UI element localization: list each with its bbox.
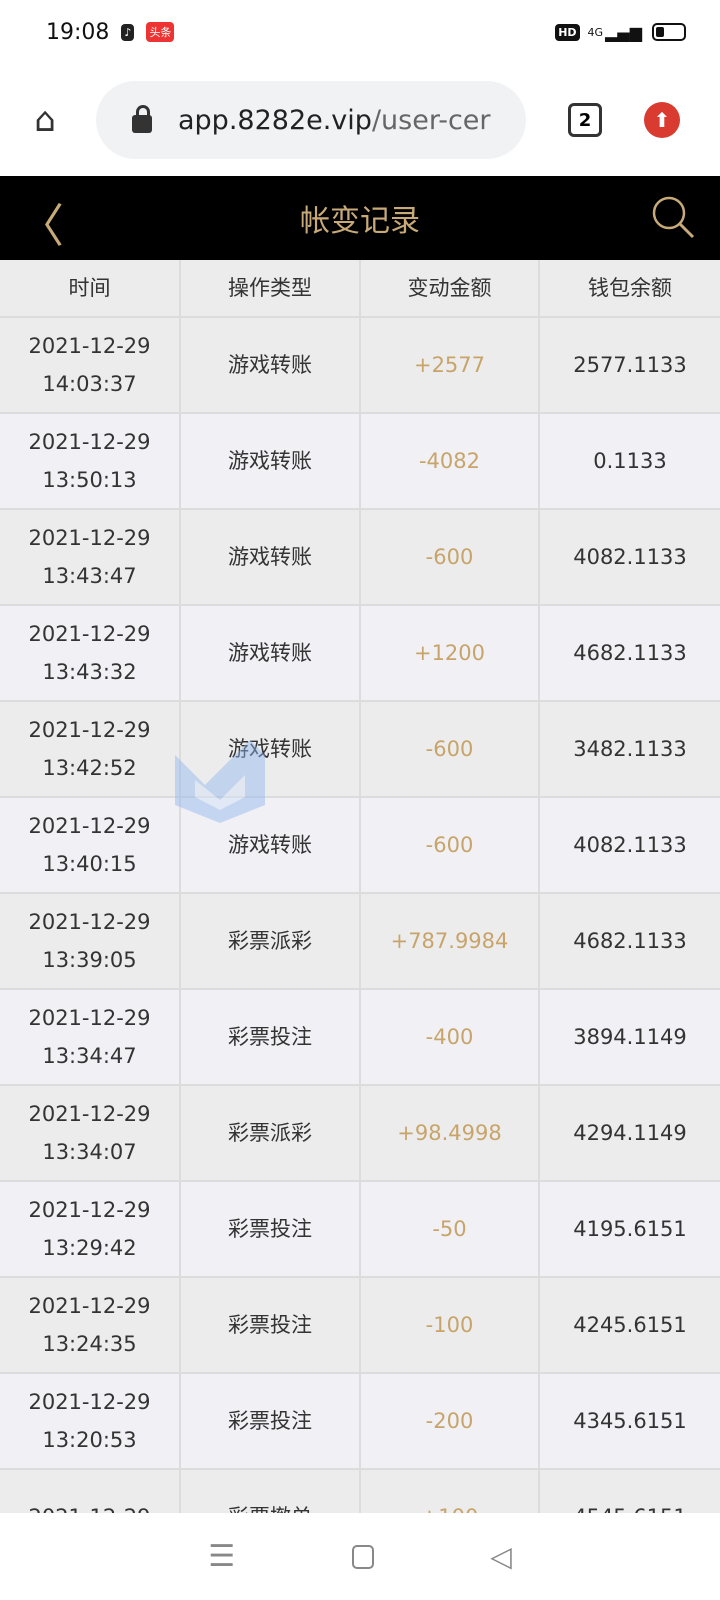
cell-change: +787.9984: [361, 894, 540, 988]
cell-change: +98.4998: [361, 1086, 540, 1180]
cell-change: -600: [361, 510, 540, 604]
cell-change: -100: [361, 1278, 540, 1372]
table-row[interactable]: 2021-12-29 13:50:13 游戏转账 -4082 0.1133: [0, 414, 720, 510]
cell-type: 彩票投注: [181, 1374, 361, 1468]
tab-count-button[interactable]: 2: [568, 103, 602, 137]
table-row[interactable]: 2021-12-29 彩票撤单 +100 4545.6151: [0, 1470, 720, 1513]
home-button-icon[interactable]: [351, 1544, 374, 1569]
cell-balance: 3894.1149: [573, 1025, 687, 1049]
table-row[interactable]: 2021-12-29 13:24:35 彩票投注 -100 4245.6151: [0, 1278, 720, 1374]
cell-change: -4082: [361, 414, 540, 508]
cell-change: +100: [361, 1470, 540, 1513]
cell-type: 游戏转账: [181, 798, 361, 892]
cell-change: +1200: [361, 606, 540, 700]
cell-change: -400: [361, 990, 540, 1084]
url-host: app.8282e.vip: [178, 104, 372, 136]
cell-balance: 4682.1133: [573, 641, 687, 665]
hd-icon: HD: [555, 23, 580, 41]
cell-type: 彩票派彩: [181, 1086, 361, 1180]
douyin-icon: ♪: [121, 23, 135, 41]
cell-type: 彩票派彩: [181, 894, 361, 988]
toutiao-icon: 头条: [146, 22, 175, 42]
column-header: 时间: [0, 260, 181, 316]
signal-icon: ▂▄▆: [605, 22, 642, 42]
table-row[interactable]: 2021-12-29 13:42:52 游戏转账 -600 3482.1133: [0, 702, 720, 798]
cell-type: 游戏转账: [181, 510, 361, 604]
cell-type: 彩票投注: [181, 990, 361, 1084]
back-icon[interactable]: 〈: [18, 199, 64, 253]
cell-balance: 4345.6151: [573, 1409, 687, 1433]
cell-time: 2021-12-29 14:03:37: [0, 318, 181, 412]
cell-type: 彩票撤单: [181, 1470, 361, 1513]
table-row[interactable]: 2021-12-29 13:34:47 彩票投注 -400 3894.1149: [0, 990, 720, 1086]
url-path: /user-cer: [371, 104, 491, 136]
cell-time: 2021-12-29: [0, 1470, 181, 1513]
cell-type: 游戏转账: [181, 606, 361, 700]
cell-type: 游戏转账: [181, 702, 361, 796]
transaction-table: 时间 操作类型 变动金额 钱包余额 2021-12-29 14:03:37 游戏转…: [0, 260, 720, 1513]
cell-time: 2021-12-29 13:40:15: [0, 798, 181, 892]
cell-time: 2021-12-29 13:42:52: [0, 702, 181, 796]
menu-icon[interactable]: ☰: [208, 1539, 236, 1574]
cell-type: 彩票投注: [181, 1278, 361, 1372]
cell-change: -600: [361, 798, 540, 892]
table-row[interactable]: 2021-12-29 13:40:15 游戏转账 -600 4082.1133: [0, 798, 720, 894]
cell-time: 2021-12-29 13:43:47: [0, 510, 181, 604]
cell-balance: 4545.6151: [540, 1470, 720, 1513]
cell-time: 2021-12-29 13:34:07: [0, 1086, 181, 1180]
cell-time: 2021-12-29 13:29:42: [0, 1182, 181, 1276]
table-row[interactable]: 2021-12-29 13:43:32 游戏转账 +1200 4682.1133: [0, 606, 720, 702]
url-bar[interactable]: app.8282e.vip/user-cer: [96, 81, 526, 159]
table-row[interactable]: 2021-12-29 14:03:37 游戏转账 +2577 2577.1133: [0, 318, 720, 414]
cell-time: 2021-12-29 13:24:35: [0, 1278, 181, 1372]
browser-toolbar: ⌂ app.8282e.vip/user-cer 2 ⬆: [0, 64, 720, 176]
system-nav-bar: ☰ ◁: [0, 1513, 720, 1600]
cell-time: 2021-12-29 13:20:53: [0, 1374, 181, 1468]
cell-time: 2021-12-29 13:34:47: [0, 990, 181, 1084]
cell-balance: 2577.1133: [573, 353, 687, 377]
cell-change: -50: [361, 1182, 540, 1276]
cell-change: +2577: [361, 318, 540, 412]
column-header: 钱包余额: [588, 276, 672, 300]
cell-time: 2021-12-29 13:39:05: [0, 894, 181, 988]
home-icon[interactable]: ⌂: [34, 100, 56, 140]
table-row[interactable]: 2021-12-29 13:34:07 彩票派彩 +98.4998 4294.11…: [0, 1086, 720, 1182]
cell-type: 游戏转账: [181, 318, 361, 412]
cell-balance: 0.1133: [593, 449, 667, 473]
table-row[interactable]: 2021-12-29 13:20:53 彩票投注 -200 4345.6151: [0, 1374, 720, 1470]
back-nav-icon[interactable]: ◁: [490, 1540, 512, 1573]
lock-icon: [132, 105, 152, 133]
cell-change: -600: [361, 702, 540, 796]
page-header: 〈 帐变记录: [0, 176, 720, 260]
cell-balance: 4195.6151: [573, 1217, 687, 1241]
battery-icon: [652, 23, 686, 41]
update-icon[interactable]: ⬆: [644, 102, 680, 138]
network-icon: 4G: [587, 25, 604, 39]
status-time: 19:08: [46, 19, 110, 45]
search-icon[interactable]: [650, 194, 696, 248]
page-title: 帐变记录: [300, 204, 420, 239]
table-row[interactable]: 2021-12-29 13:39:05 彩票派彩 +787.9984 4682.1…: [0, 894, 720, 990]
table-row[interactable]: 2021-12-29 13:29:42 彩票投注 -50 4195.6151: [0, 1182, 720, 1278]
cell-balance: 4294.1149: [573, 1121, 687, 1145]
cell-balance: 4082.1133: [573, 545, 687, 569]
cell-balance: 3482.1133: [573, 737, 687, 761]
cell-type: 彩票投注: [181, 1182, 361, 1276]
column-header: 变动金额: [361, 260, 540, 316]
cell-time: 2021-12-29 13:50:13: [0, 414, 181, 508]
cell-balance: 4682.1133: [573, 929, 687, 953]
cell-type: 游戏转账: [181, 414, 361, 508]
table-row[interactable]: 2021-12-29 13:43:47 游戏转账 -600 4082.1133: [0, 510, 720, 606]
cell-time: 2021-12-29 13:43:32: [0, 606, 181, 700]
cell-balance: 4082.1133: [573, 833, 687, 857]
cell-change: -200: [361, 1374, 540, 1468]
column-header: 操作类型: [181, 260, 361, 316]
status-bar: 19:08 ♪ 头条 HD 4G ▂▄▆: [0, 0, 720, 64]
cell-balance: 4245.6151: [573, 1313, 687, 1337]
table-header: 时间 操作类型 变动金额 钱包余额: [0, 260, 720, 318]
